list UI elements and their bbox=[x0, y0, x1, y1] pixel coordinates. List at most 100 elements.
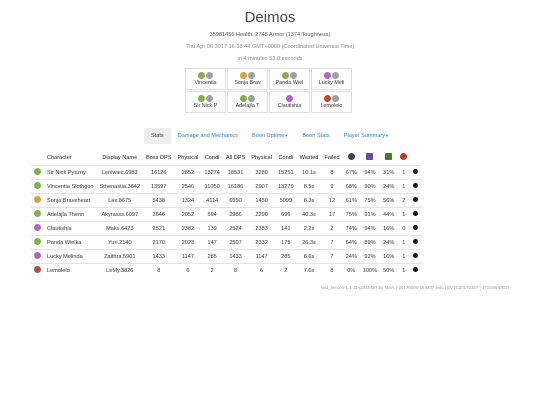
cell-all-physical: 2290 bbox=[248, 207, 276, 222]
party-grid: Vincentia Sonja Brav Panda Wiel Lucky Meli S… bbox=[185, 68, 355, 114]
player-icons bbox=[324, 95, 339, 102]
profession-icon bbox=[240, 95, 247, 102]
cell-physical: 2052 bbox=[174, 207, 202, 222]
cell-wasted: 40.3s bbox=[296, 207, 322, 222]
table-row[interactable]: Clautishia Maks.6423 2521 2382 139 2524 2383 14… bbox=[31, 221, 422, 236]
profession-icon bbox=[34, 196, 41, 203]
cell-all-dps: 2524 bbox=[222, 221, 249, 236]
cell-wasted: 2.2s bbox=[296, 221, 322, 236]
player-icons bbox=[286, 95, 293, 102]
player-card[interactable]: Vincentia bbox=[185, 68, 226, 90]
column-header[interactable]: All DPS bbox=[225, 154, 246, 161]
player-card-name: Lemolelo bbox=[320, 103, 343, 109]
status-cell bbox=[410, 221, 422, 236]
profession-icon bbox=[34, 168, 41, 175]
cell-physical: 1147 bbox=[174, 249, 202, 264]
row-icon-cell bbox=[31, 207, 44, 222]
squad-icon bbox=[248, 95, 255, 102]
cell-failed: 7 bbox=[321, 235, 343, 250]
profession-icon bbox=[324, 95, 331, 102]
player-card-name: Lucky Meli bbox=[318, 80, 345, 86]
downed-icon bbox=[400, 153, 408, 160]
player-card[interactable]: Clautishia bbox=[269, 91, 310, 113]
cell-physical: 2382 bbox=[174, 221, 202, 236]
column-header[interactable]: Physical bbox=[251, 154, 273, 161]
cell-c3: 50% bbox=[380, 263, 398, 277]
column-header[interactable]: Condi bbox=[204, 154, 220, 161]
cell-failed: 9 bbox=[321, 179, 343, 194]
tab-player-summary[interactable]: Player Summary▼ bbox=[337, 128, 396, 144]
profession-icon bbox=[34, 210, 41, 217]
status-cell bbox=[410, 235, 422, 250]
table-row[interactable]: Sonja Braveheart Lex.8675 5438 1324 4114 6550… bbox=[31, 193, 422, 208]
status-cell bbox=[410, 207, 422, 222]
character-name: Panda Wielka bbox=[44, 235, 97, 250]
column-header[interactable]: Display Name bbox=[102, 154, 138, 161]
tab-stats[interactable]: Stats bbox=[143, 128, 171, 144]
cell-failed: 8 bbox=[321, 165, 343, 180]
cell-failed: 2 bbox=[321, 221, 343, 236]
status-cell bbox=[410, 249, 422, 264]
column-header[interactable] bbox=[360, 150, 380, 166]
cell-all-physical: 6 bbox=[248, 263, 276, 277]
cell-display: LeMy.3826 bbox=[96, 263, 143, 277]
cell-physical: 2023 bbox=[174, 235, 202, 250]
cell-condi: 2 bbox=[201, 263, 223, 277]
cell-all-physical: 2332 bbox=[248, 235, 276, 250]
cell-c2: 75% bbox=[359, 193, 381, 208]
icon-column-header bbox=[31, 150, 44, 166]
player-card[interactable]: Lemolelo bbox=[311, 91, 352, 113]
cell-wasted: 8.5s bbox=[296, 179, 322, 194]
cell-condi: 594 bbox=[201, 207, 223, 222]
tab-label: Damage and Mechanics bbox=[177, 133, 239, 139]
player-card[interactable]: Sonja Brav bbox=[227, 68, 268, 90]
cell-failed: 17 bbox=[321, 207, 343, 222]
cell-physical: 6 bbox=[174, 263, 202, 277]
table-row[interactable]: Lucky Melinda Zaithra.5901 1433 1147 285 1433… bbox=[31, 249, 422, 264]
column-header[interactable]: Failed bbox=[324, 154, 340, 161]
cell-c3: 24% bbox=[380, 179, 398, 194]
column-header[interactable]: Boss DPS bbox=[146, 154, 172, 161]
fury-icon bbox=[385, 153, 393, 160]
column-header[interactable] bbox=[380, 150, 397, 166]
tab-damage-and-mechanics[interactable]: Damage and Mechanics bbox=[171, 128, 245, 144]
table-row[interactable]: Sir Nick Pyszny Leniwiec.6983 16126 2852 132… bbox=[31, 165, 422, 180]
cell-c2: 94% bbox=[359, 165, 381, 180]
tab-boon-stats[interactable]: Boon Stats bbox=[295, 128, 336, 144]
cell-c1: 67% bbox=[342, 165, 360, 180]
cell-display: Maks.6423 bbox=[96, 221, 143, 236]
column-header[interactable]: Character bbox=[47, 154, 72, 161]
tab-boon-uptime[interactable]: Boon Uptime▼ bbox=[245, 128, 295, 144]
cell-condi: 11050 bbox=[201, 179, 223, 194]
player-card-name: Adelajla T bbox=[235, 103, 260, 109]
column-header[interactable]: Condi bbox=[278, 154, 294, 161]
player-card[interactable]: Adelajla T bbox=[227, 91, 268, 113]
row-icon-cell bbox=[31, 193, 44, 208]
cell-all-condi: 696 bbox=[275, 207, 297, 222]
player-card[interactable]: Lucky Meli bbox=[311, 68, 352, 90]
cell-c3: 24% bbox=[380, 235, 398, 250]
row-icon-cell bbox=[31, 221, 44, 236]
cell-boss-dps: 13597 bbox=[143, 179, 175, 194]
cell-boss-dps: 16126 bbox=[143, 165, 175, 180]
cell-c2: 90% bbox=[359, 179, 381, 194]
table-row[interactable]: Panda Wielka Yuri.2140 2170 2023 147 2507 2332… bbox=[31, 235, 422, 250]
column-header[interactable] bbox=[397, 150, 410, 166]
profession-icon bbox=[34, 252, 41, 259]
column-header[interactable]: Physical bbox=[177, 154, 199, 161]
tab-label: Boon Stats bbox=[302, 133, 330, 139]
caret-down-icon: ▼ bbox=[284, 133, 289, 138]
row-icon-cell bbox=[31, 263, 44, 277]
cell-all-condi: 175 bbox=[275, 235, 297, 250]
row-icon-cell bbox=[31, 179, 44, 194]
table-row[interactable]: Vincentia Slothgon Sthenastia.3642 13597 25… bbox=[31, 179, 422, 194]
table-row[interactable]: Adelajla Thenn Akyrasss.6097 2646 2052 594 29… bbox=[31, 207, 422, 222]
profession-icon bbox=[240, 72, 247, 79]
player-card[interactable]: Panda Wiel bbox=[269, 68, 310, 90]
player-card[interactable]: Sir Nick P bbox=[185, 91, 226, 113]
dead-status-icon bbox=[413, 197, 419, 202]
column-header[interactable]: Wasted bbox=[299, 154, 319, 161]
table-row[interactable]: Lemolelo LeMy.3826 8 6 2 8 6 2 7.6s 8 0% 100% 50% 1 bbox=[31, 263, 422, 277]
cell-c1: 61% bbox=[342, 193, 360, 208]
column-header[interactable] bbox=[343, 150, 360, 166]
